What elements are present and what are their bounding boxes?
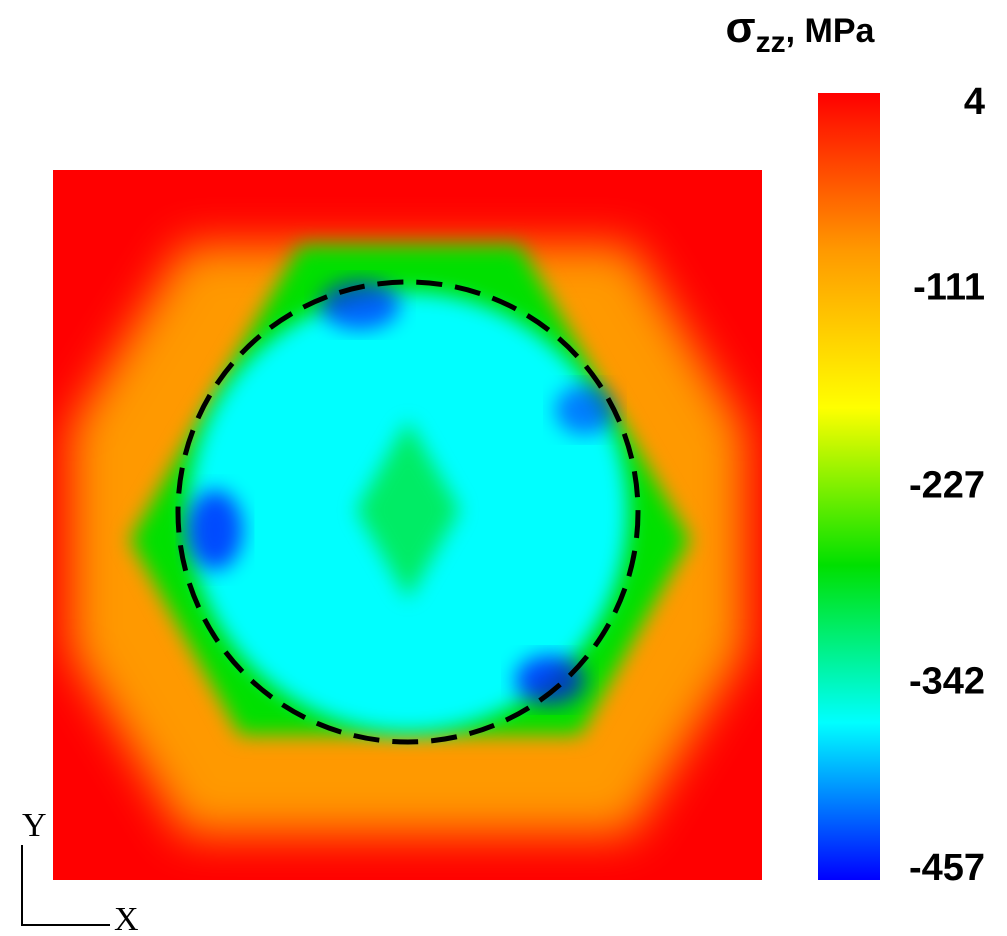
title-subscript: zz	[756, 26, 786, 59]
triad-lines	[21, 845, 110, 926]
x-label: X	[114, 901, 139, 936]
colorbar-tick-label: -342	[909, 661, 985, 703]
colorbar-tick-label: -457	[909, 847, 985, 889]
title-symbol: σ	[726, 3, 756, 52]
colorbar-tick-label: -227	[909, 464, 985, 506]
colorbar-title: σzz, MPa	[726, 3, 876, 59]
axis-triad: Y X	[21, 807, 139, 936]
y-label: Y	[22, 807, 47, 844]
colorbar-tick-label: -111	[913, 266, 985, 308]
dashed-circle	[175, 279, 641, 745]
colorbar-tick-label: 4	[964, 81, 985, 123]
contour-field	[53, 170, 762, 880]
title-unit: , MPa	[786, 12, 876, 50]
colorbar	[818, 93, 880, 880]
